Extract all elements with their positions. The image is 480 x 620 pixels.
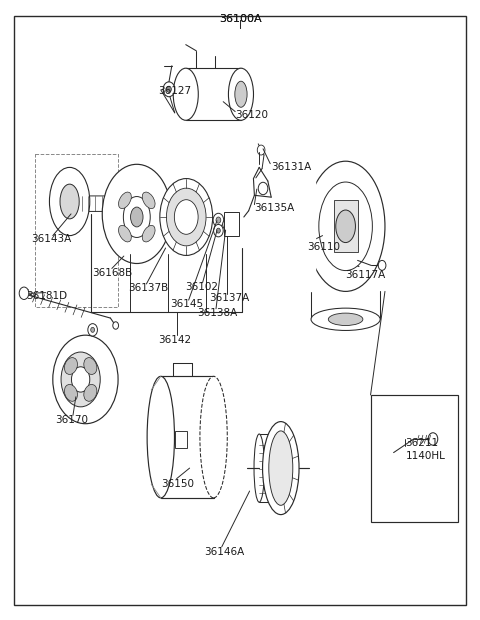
Text: 36137B: 36137B [129, 283, 169, 293]
Ellipse shape [123, 197, 150, 237]
Ellipse shape [119, 226, 132, 242]
Text: 36117A: 36117A [346, 270, 386, 280]
Ellipse shape [53, 335, 118, 423]
Bar [259, 434, 273, 502]
Text: 36137A: 36137A [209, 293, 249, 303]
Circle shape [19, 287, 29, 299]
Bar [224, 212, 239, 236]
Circle shape [113, 322, 119, 329]
Circle shape [257, 145, 265, 155]
Bar [371, 395, 458, 522]
Ellipse shape [142, 226, 155, 242]
Circle shape [163, 82, 175, 97]
Text: 36102: 36102 [185, 282, 218, 292]
Ellipse shape [167, 188, 206, 246]
Ellipse shape [131, 207, 143, 227]
Circle shape [213, 213, 224, 227]
Circle shape [88, 324, 97, 336]
Ellipse shape [49, 167, 90, 236]
Ellipse shape [235, 81, 247, 107]
Circle shape [223, 219, 231, 230]
Ellipse shape [328, 313, 363, 326]
Polygon shape [113, 188, 161, 250]
Text: 36100A: 36100A [219, 14, 261, 24]
Ellipse shape [142, 192, 155, 208]
Bar [161, 376, 214, 498]
Ellipse shape [267, 434, 278, 502]
Circle shape [225, 222, 229, 227]
Ellipse shape [64, 384, 77, 401]
Text: 36143A: 36143A [31, 234, 72, 244]
Circle shape [378, 260, 386, 270]
Text: 36100A: 36100A [219, 14, 261, 24]
Text: 36145: 36145 [170, 299, 204, 309]
Ellipse shape [84, 384, 97, 401]
Bar [334, 200, 358, 252]
Ellipse shape [64, 358, 77, 374]
Ellipse shape [84, 358, 97, 374]
Circle shape [214, 224, 223, 237]
Ellipse shape [174, 200, 198, 234]
Ellipse shape [60, 184, 79, 219]
Ellipse shape [311, 308, 380, 330]
Text: 36168B: 36168B [92, 268, 132, 278]
Ellipse shape [336, 210, 355, 242]
Ellipse shape [72, 367, 90, 392]
Circle shape [167, 86, 171, 92]
Text: 36142: 36142 [158, 335, 192, 345]
Ellipse shape [173, 68, 198, 120]
Text: 36150: 36150 [161, 479, 194, 489]
Ellipse shape [113, 190, 130, 218]
Ellipse shape [269, 431, 293, 505]
Text: 36120: 36120 [235, 110, 268, 120]
Ellipse shape [117, 196, 126, 212]
Circle shape [91, 327, 95, 332]
Ellipse shape [254, 434, 264, 502]
Ellipse shape [102, 164, 171, 264]
Circle shape [216, 228, 220, 233]
Ellipse shape [228, 68, 253, 120]
Ellipse shape [263, 422, 299, 515]
Text: 36146A: 36146A [204, 547, 244, 557]
Circle shape [428, 433, 438, 445]
Text: 36110: 36110 [307, 242, 340, 252]
Bar [186, 68, 241, 120]
Text: 36170: 36170 [55, 415, 88, 425]
Circle shape [216, 217, 221, 223]
Text: 36181D: 36181D [26, 291, 68, 301]
Text: 36131A: 36131A [271, 162, 312, 172]
Text: 36135A: 36135A [254, 203, 295, 213]
Text: 36211: 36211 [406, 438, 439, 448]
Text: 36127: 36127 [158, 86, 192, 95]
Ellipse shape [200, 376, 227, 498]
Circle shape [258, 182, 268, 195]
Text: 36138A: 36138A [197, 308, 237, 318]
Ellipse shape [119, 192, 132, 208]
Ellipse shape [61, 352, 100, 407]
Text: 1140HL: 1140HL [406, 451, 445, 461]
Ellipse shape [147, 376, 175, 498]
Bar [175, 431, 187, 448]
Ellipse shape [306, 161, 385, 291]
Ellipse shape [160, 179, 213, 255]
